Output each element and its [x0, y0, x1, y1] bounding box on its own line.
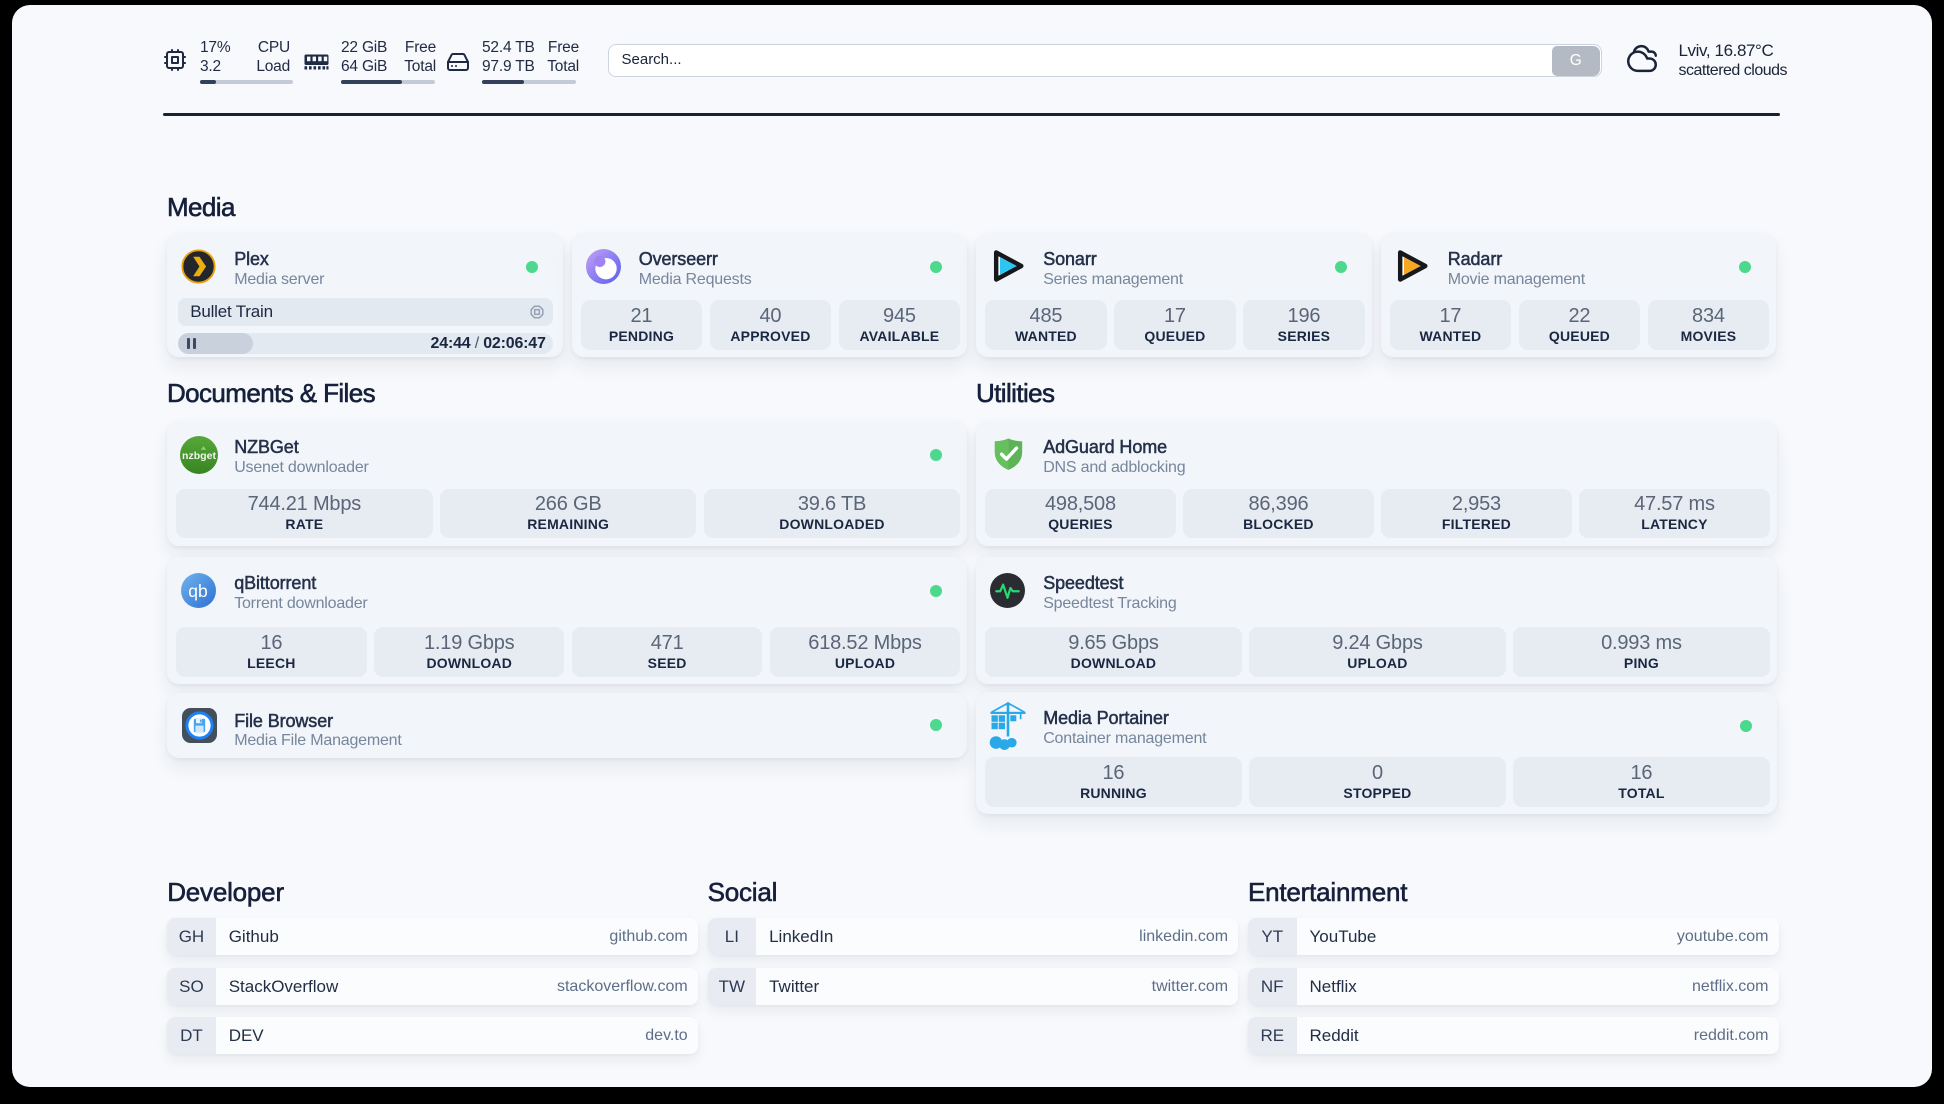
svg-text:nzbget: nzbget: [182, 450, 216, 462]
svg-text:qb: qb: [188, 580, 207, 600]
